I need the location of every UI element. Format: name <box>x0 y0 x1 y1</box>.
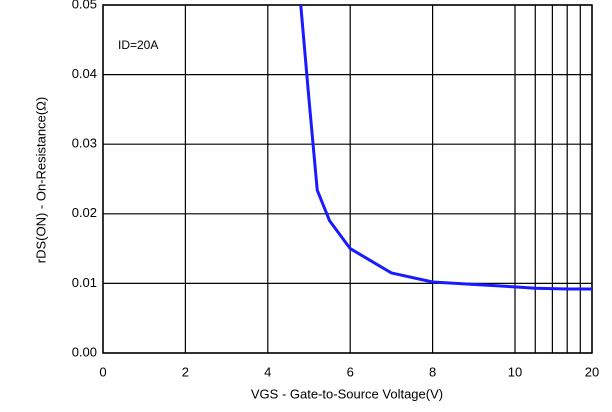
y-axis-label: rDS(ON) - On-Resistance(Ω) <box>33 97 48 263</box>
x-tick-label: 4 <box>264 364 271 379</box>
y-tick-label: 0.01 <box>72 275 97 290</box>
y-tick-label: 0.03 <box>72 136 97 151</box>
data-line <box>299 4 592 291</box>
y-tick-label: 0.00 <box>72 344 97 359</box>
x-tick-label: 20 <box>585 364 599 379</box>
x-tick-label: 8 <box>429 364 436 379</box>
x-tick-label: 0 <box>99 364 106 379</box>
x-tick-label: 10 <box>508 364 522 379</box>
y-tick-label: 0.04 <box>72 66 97 81</box>
annotation: ID=20A <box>118 38 158 52</box>
plot-frame <box>102 4 593 354</box>
y-tick-label: 0.02 <box>72 205 97 220</box>
y-tick-label: 0.05 <box>72 0 97 11</box>
x-tick-label: 6 <box>347 364 354 379</box>
x-tick-label: 2 <box>182 364 189 379</box>
x-axis-label: VGS - Gate-to-Source Voltage(V) <box>251 386 443 401</box>
